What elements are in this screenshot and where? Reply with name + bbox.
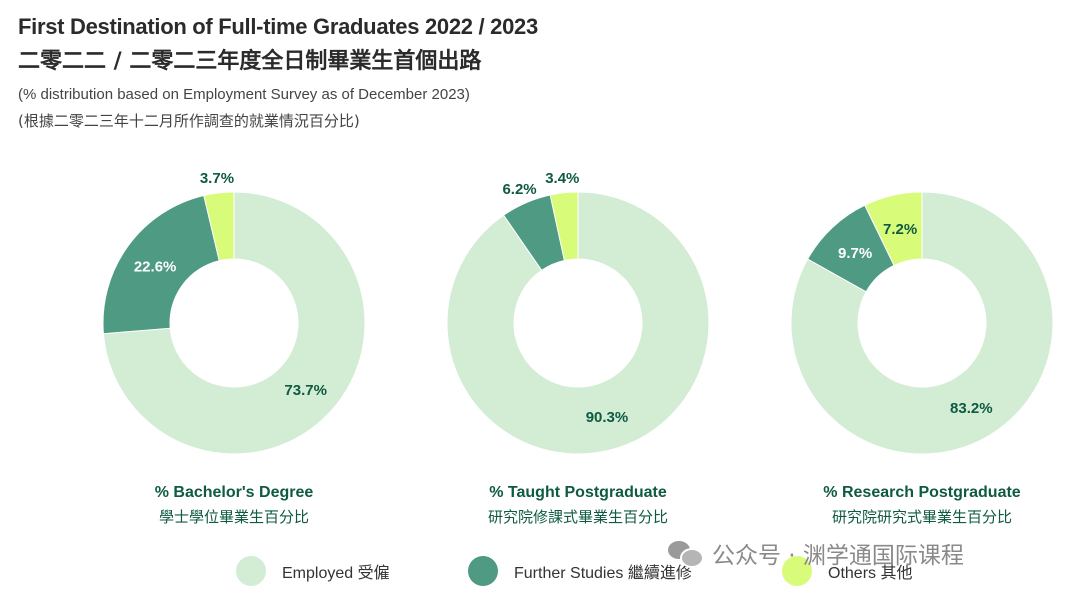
chart-title-chinese: 學士學位畢業生百分比 [158,508,309,526]
subtitle: (% distribution based on Employment Surv… [18,86,470,103]
watermark-text: 公众号 · 渊学通国际课程 [712,543,964,569]
legend-swatch [782,556,812,586]
slice-others [864,191,923,267]
legend-label: Employed 受僱 [282,565,390,582]
chart-title: % Bachelor's Degree [154,484,314,501]
chart-title-chinese: 研究院修課式畢業生百分比 [487,508,668,526]
data-label-others: 7.2% [883,221,917,238]
data-label-employed: 90.3% [586,409,629,426]
legend: Employed 受僱 Further Studies 繼續進修 Others … [0,556,1080,592]
legend-swatch [468,556,498,586]
chart-title: % Taught Postgraduate [489,484,667,501]
wechat-icon [668,539,704,568]
data-label-employed: 83.2% [950,400,993,417]
data-label-others: 3.7% [200,170,234,187]
donut-chart: 90.3% 6.2% 3.4% [446,170,710,455]
slice-further-studies [102,194,220,335]
donut-chart: 73.7% 22.6% 3.7% [102,170,366,455]
slice-others [549,191,579,262]
data-label-further-studies: 6.2% [502,181,536,198]
legend-item-further-studies: Further Studies 繼續進修 [468,556,692,586]
legend-item-employed: Employed 受僱 [236,556,390,586]
slice-others [203,191,235,262]
slice-employed [790,191,1054,455]
chart-title: % Research Postgraduate [823,484,1021,501]
data-label-further-studies: 9.7% [838,245,872,262]
legend-item-others: Others 其他 [782,556,912,586]
chart-caption-research: % Research Postgraduate 研究院研究式畢業生百分比 [772,484,1072,527]
legend-label: Further Studies 繼續進修 [514,565,692,582]
watermark: 公众号 · 渊学通国际课程 [668,536,964,570]
legend-label: Others 其他 [828,565,913,582]
chart-caption-bachelor: % Bachelor's Degree 學士學位畢業生百分比 [84,484,384,527]
subtitle-chinese: (根據二零二三年十二月所作調查的就業情況百分比) [18,112,360,130]
legend-swatch [236,556,266,586]
data-label-further-studies: 22.6% [134,259,177,276]
data-label-others: 3.4% [545,170,579,187]
donut-chart: 83.2% 9.7% 7.2% [790,191,1054,455]
slice-employed [446,191,710,455]
slice-employed [102,191,366,455]
page-title-chinese: 二零二二 / 二零二三年度全日制畢業生首個出路 [18,49,482,74]
chart-caption-taught: % Taught Postgraduate 研究院修課式畢業生百分比 [428,484,728,527]
page-title: First Destination of Full-time Graduates… [18,14,538,39]
data-label-employed: 73.7% [284,382,327,399]
chart-title-chinese: 研究院研究式畢業生百分比 [831,508,1012,526]
